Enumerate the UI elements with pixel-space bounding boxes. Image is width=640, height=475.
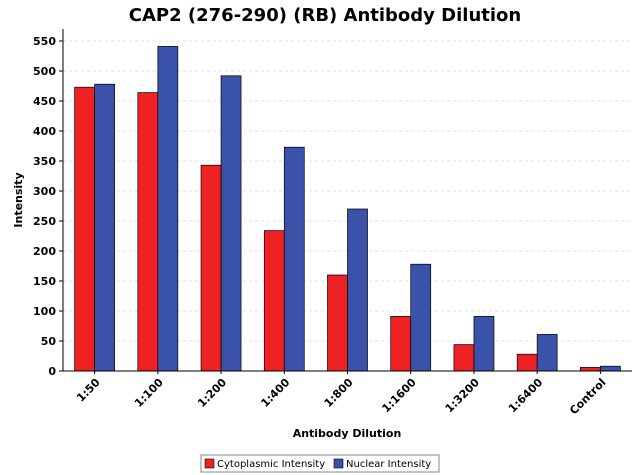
bar-cytoplasmic-5 xyxy=(390,316,412,372)
y-tick-label: 250 xyxy=(33,215,56,228)
y-tick-label: 400 xyxy=(33,125,56,138)
bar-nuclear-0 xyxy=(94,83,115,372)
legend-swatch-nuclear xyxy=(333,458,344,469)
y-tick-label: 0 xyxy=(48,365,56,378)
legend: Cytoplasmic Intensity Nuclear Intensity xyxy=(200,454,440,473)
y-tick-label: 200 xyxy=(33,245,56,258)
bar-nuclear-6 xyxy=(473,316,495,372)
x-tick-label: 1:1600 xyxy=(379,376,419,416)
x-tick-label: 1:50 xyxy=(74,376,103,405)
y-tick-label: 450 xyxy=(33,95,56,108)
y-tick-label: 300 xyxy=(33,185,56,198)
y-tick-label: 50 xyxy=(41,335,57,348)
y-axis-ticks: 0 50 100 150 200 250 300 350 400 450 500 550 xyxy=(33,35,63,378)
y-tick-label: 150 xyxy=(33,275,56,288)
bar-nuclear-8 xyxy=(600,365,621,372)
bar-cytoplasmic-4 xyxy=(327,274,348,372)
bar-cytoplasmic-7 xyxy=(516,353,538,372)
x-axis-label: Antibody Dilution xyxy=(293,427,402,440)
y-tick-label: 500 xyxy=(33,65,56,78)
bar-nuclear-3 xyxy=(283,146,305,372)
y-tick-label: 350 xyxy=(33,155,56,168)
bar-cytoplasmic-0 xyxy=(74,86,95,372)
y-tick-label: 550 xyxy=(33,35,56,48)
x-tick-label: 1:400 xyxy=(258,376,292,410)
legend-label-nuclear: Nuclear Intensity xyxy=(346,459,431,470)
bar-nuclear-4 xyxy=(347,208,368,372)
x-tick-label: 1:200 xyxy=(195,376,229,410)
bar-nuclear-5 xyxy=(410,263,432,372)
bar-cytoplasmic-1 xyxy=(137,92,159,372)
bar-cytoplasmic-6 xyxy=(453,344,475,372)
x-tick-label: 1:6400 xyxy=(506,376,546,416)
x-axis-ticks: 1:50 1:100 1:200 1:400 1:800 1:1600 1:3200 1:64… xyxy=(74,371,609,417)
y-tick-label: 100 xyxy=(33,305,56,318)
x-tick-label: Control xyxy=(567,376,608,417)
bars xyxy=(74,46,621,372)
legend-label-cytoplasmic: Cytoplasmic Intensity xyxy=(217,459,325,470)
legend-swatch-cytoplasmic xyxy=(204,458,215,469)
bar-nuclear-1 xyxy=(157,46,179,372)
bar-cytoplasmic-2 xyxy=(200,164,222,372)
chart-title: CAP2 (276-290) (RB) Antibody Dilution xyxy=(129,5,521,26)
x-tick-label: 1:800 xyxy=(322,376,356,410)
x-tick-label: 1:3200 xyxy=(443,376,483,416)
bar-nuclear-7 xyxy=(536,334,558,372)
bar-nuclear-2 xyxy=(220,75,242,372)
legend-box xyxy=(200,454,440,473)
bar-cytoplasmic-8 xyxy=(580,367,601,372)
y-axis-label: Intensity xyxy=(12,172,25,227)
bar-cytoplasmic-3 xyxy=(263,230,285,372)
x-tick-label: 1:100 xyxy=(132,376,166,410)
